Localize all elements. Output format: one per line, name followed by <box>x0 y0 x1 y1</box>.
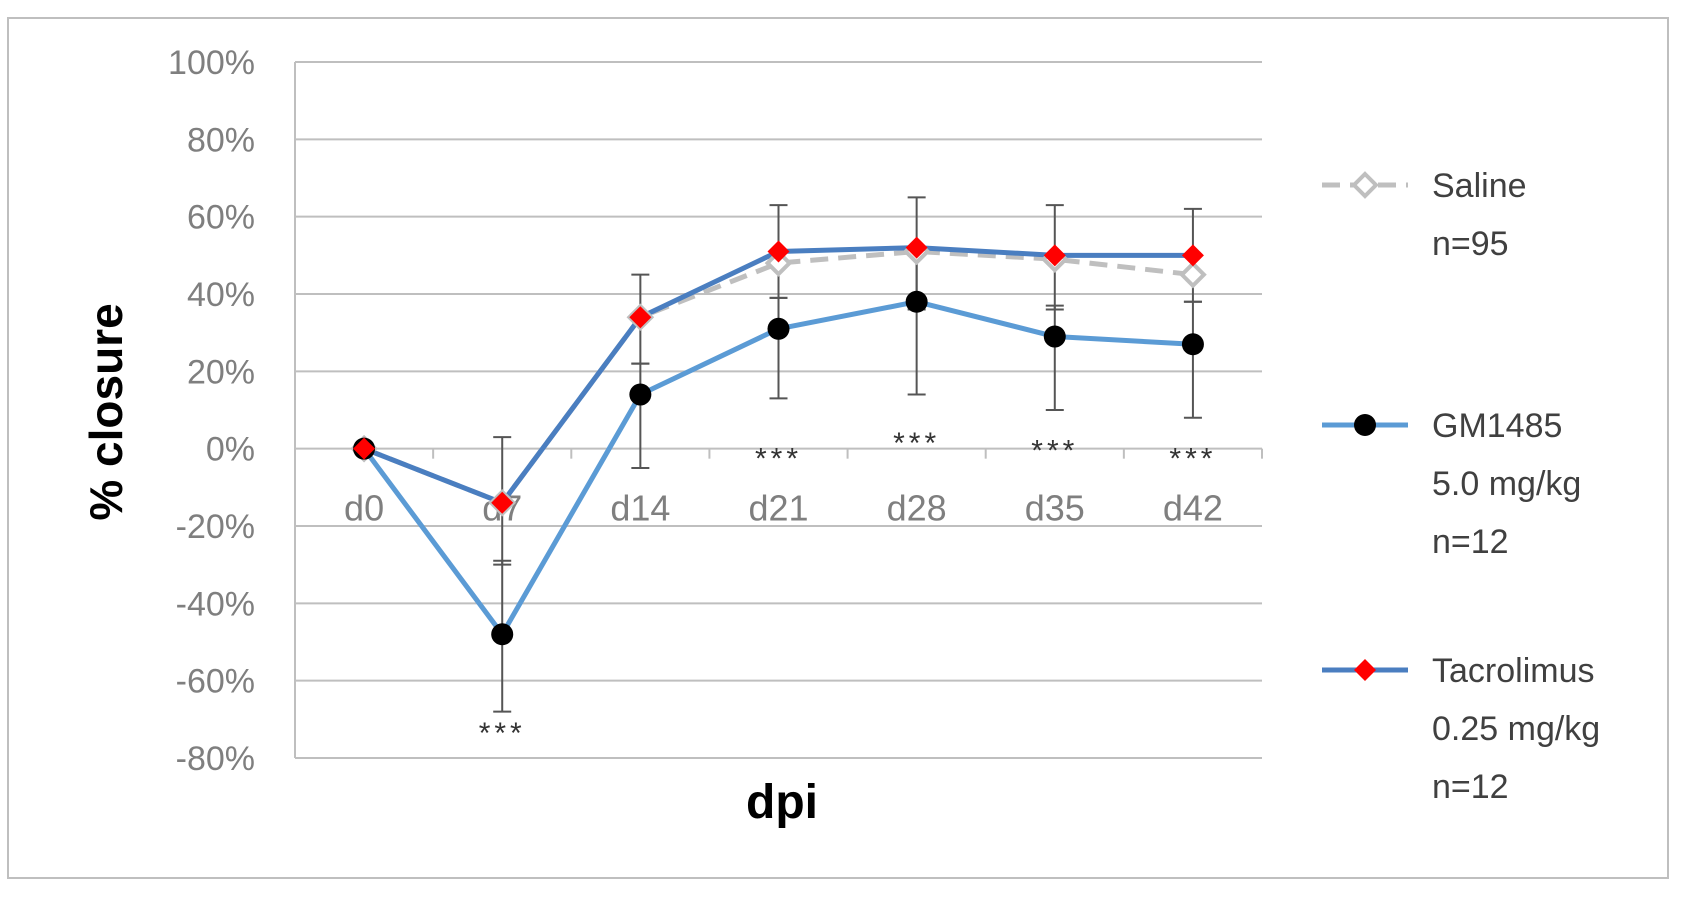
data-point <box>1181 244 1204 267</box>
legend-label: 5.0 mg/kg <box>1432 465 1581 503</box>
x-tick-label: d14 <box>610 488 670 529</box>
data-point <box>491 623 514 646</box>
data-point <box>1043 325 1066 348</box>
significance-marker: *** <box>755 442 802 475</box>
data-point <box>905 236 928 259</box>
significance-marker: *** <box>1169 442 1216 475</box>
data-point <box>629 383 652 406</box>
legend-label: n=12 <box>1432 523 1509 561</box>
legend-marker <box>1354 659 1376 681</box>
series-markers <box>350 236 1207 646</box>
data-point <box>353 437 376 460</box>
legend-entry-gm1485: GM1485 5.0 mg/kg n=12 <box>1322 407 1581 561</box>
y-axis-title: % closure <box>80 303 132 520</box>
y-axis-ticks: 100% 80% 60% 40% 20% 0% -20% -40% -60% -80% <box>168 44 255 778</box>
data-point <box>767 240 790 263</box>
legend-label: 0.25 mg/kg <box>1432 710 1600 748</box>
y-tick-label: -20% <box>176 508 255 546</box>
legend: Saline n=95 GM1485 5.0 mg/kg n=12 Tacrolimus 0… <box>1322 167 1600 806</box>
data-point <box>491 491 514 514</box>
y-tick-label: 100% <box>168 44 255 82</box>
legend-label: Saline <box>1432 167 1527 205</box>
y-tick-label: -60% <box>176 663 255 701</box>
x-tick-label: d21 <box>748 488 808 529</box>
y-tick-label: 20% <box>187 353 255 391</box>
legend-label: GM1485 <box>1432 407 1562 445</box>
x-tick-label: d35 <box>1025 488 1085 529</box>
legend-marker <box>1354 414 1376 436</box>
data-point <box>629 306 652 329</box>
legend-label: n=12 <box>1432 768 1509 806</box>
significance-marker: *** <box>1031 435 1078 468</box>
data-point <box>905 290 928 313</box>
y-tick-label: -80% <box>176 740 255 778</box>
y-tick-label: -40% <box>176 585 255 623</box>
data-point <box>764 249 793 277</box>
x-axis-ticks: d0d7d14d21d28d35d42 <box>344 488 1223 529</box>
significance-marker: *** <box>893 427 940 460</box>
legend-marker <box>1351 171 1379 199</box>
y-tick-label: 40% <box>187 276 255 314</box>
y-tick-label: 80% <box>187 121 255 159</box>
significance-annotations: *** *** *** *** *** <box>479 427 1216 750</box>
x-tick-label: d28 <box>887 488 947 529</box>
legend-entry-tacrolimus: Tacrolimus 0.25 mg/kg n=12 <box>1322 652 1600 806</box>
x-tick-label: d0 <box>344 488 384 529</box>
legend-entry-saline: Saline n=95 <box>1322 167 1527 263</box>
grid-lines <box>294 61 1263 759</box>
legend-label: Tacrolimus <box>1432 652 1594 690</box>
x-axis-title: dpi <box>746 776 818 829</box>
y-tick-label: 60% <box>187 199 255 237</box>
significance-marker: *** <box>479 717 526 750</box>
data-point <box>1043 244 1066 267</box>
legend-label: n=95 <box>1432 225 1509 263</box>
y-tick-label: 0% <box>206 431 255 469</box>
data-point <box>767 317 790 340</box>
data-point <box>1181 333 1204 356</box>
data-point <box>1179 260 1207 289</box>
x-tick-label: d42 <box>1163 488 1223 529</box>
